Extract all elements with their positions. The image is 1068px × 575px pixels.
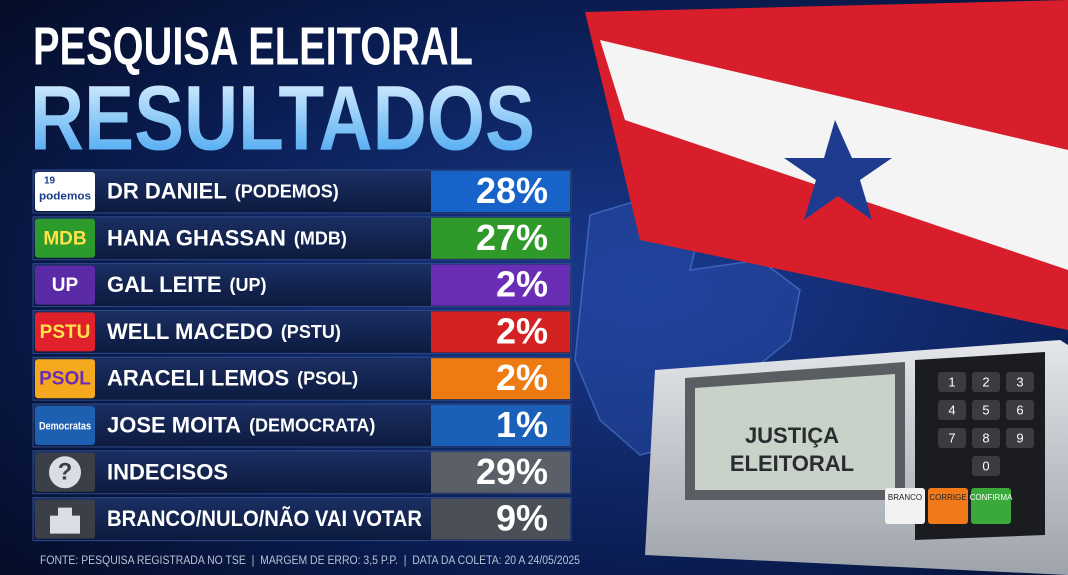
key-label: 8 [982, 430, 989, 445]
name: GAL LEITE [107, 272, 222, 297]
party: (DEMOCRATA) [249, 415, 375, 435]
name: HANA GHASSAN [107, 225, 286, 250]
candidate-name: INDECISOS [107, 459, 228, 484]
ballot-icon [50, 507, 80, 534]
screen-text: ELEITORAL [730, 451, 854, 476]
percent-box [431, 498, 570, 540]
percent-value: 27% [476, 217, 548, 258]
key [972, 400, 1000, 420]
percent-box [431, 358, 570, 400]
percent-box [431, 171, 570, 212]
ballot-box [645, 340, 1068, 575]
party: (PSOL) [297, 368, 358, 388]
key-label: 2 [982, 374, 989, 389]
name: ARACELI LEMOS [107, 366, 289, 391]
percent-box [431, 451, 570, 493]
party-logo [35, 359, 95, 399]
party: (MDB) [294, 228, 347, 248]
logo-text: ? [58, 459, 73, 486]
percent-value: 2% [496, 357, 548, 398]
vote-button [928, 488, 968, 524]
percent-value: 2% [496, 264, 548, 305]
candidate-name: HANA GHASSAN (MDB) [107, 225, 347, 250]
button-label: BRANCO [888, 493, 922, 502]
flag [585, 0, 1068, 330]
key-label: 0 [982, 458, 989, 473]
logo-text: Democratas [39, 420, 91, 432]
candidate-name: GAL LEITE (UP) [107, 272, 267, 297]
candidate-name: BRANCO/NULO/NÃO VAI VOTAR [107, 506, 422, 531]
percent-box [431, 311, 570, 353]
name: BRANCO/NULO/NÃO VAI VOTAR [107, 506, 422, 531]
vote-button [885, 488, 925, 524]
party-logo [35, 218, 95, 258]
key-label: 4 [948, 402, 955, 417]
key [972, 428, 1000, 448]
logo-text: MDB [43, 228, 86, 249]
key [1006, 400, 1034, 420]
percent-value: 2% [496, 310, 548, 351]
ballot-box-text: JUSTIÇA ELEITORAL 1 2 3 4 5 6 7 8 9 0 BRANCO CORRIGE C… [730, 372, 1034, 524]
party: (PODEMOS) [235, 181, 339, 201]
percent-value: 9% [496, 498, 548, 539]
key [938, 400, 966, 420]
percent-value: 29% [476, 451, 548, 492]
logo-text: PSTU [40, 322, 91, 343]
name: WELL MACEDO [107, 319, 273, 344]
party: (PSTU) [281, 322, 341, 342]
key-label: 3 [1016, 374, 1023, 389]
key [1006, 428, 1034, 448]
party-logo [35, 172, 95, 211]
logo-text: podemos [39, 190, 91, 202]
logo-text: PSOL [39, 369, 91, 390]
candidate-name: JOSE MOITA (DEMOCRATA) [107, 412, 375, 437]
key [1006, 372, 1034, 392]
button-label: CORRIGE [929, 493, 966, 502]
results-list: podemos 19 DR DANIEL (PODEMOS) 28% MDB HANA GH… [32, 169, 572, 542]
percent-box [431, 405, 570, 446]
percent-value: 28% [476, 170, 548, 211]
logo-number: 19 [44, 176, 56, 187]
key-label: 7 [948, 430, 955, 445]
percent-box [431, 264, 570, 306]
key-label: 9 [1016, 430, 1023, 445]
percent-value: 1% [496, 404, 548, 445]
vote-button [971, 488, 1011, 524]
key [938, 428, 966, 448]
button-label: CONFIRMA [970, 493, 1013, 502]
name: INDECISOS [107, 459, 228, 484]
key [938, 372, 966, 392]
key-label: 6 [1016, 402, 1023, 417]
key [972, 372, 1000, 392]
party-logo [35, 406, 95, 445]
name: JOSE MOITA [107, 412, 241, 437]
screen-text: JUSTIÇA [745, 423, 839, 448]
key [972, 456, 1000, 476]
party-logo [35, 265, 95, 305]
candidate-name: ARACELI LEMOS (PSOL) [107, 366, 358, 391]
title: PESQUISA ELEITORAL [33, 16, 473, 76]
key-label: 5 [982, 402, 989, 417]
party-logo [35, 312, 95, 352]
footer: FONTE: PESQUISA REGISTRADA NO TSE | MARG… [40, 555, 580, 567]
candidate-name: DR DANIEL (PODEMOS) [107, 178, 339, 203]
logo-text: UP [52, 275, 79, 296]
party: (UP) [230, 275, 267, 295]
logo-circle [49, 456, 81, 489]
key-label: 1 [948, 374, 955, 389]
candidate-name: WELL MACEDO (PSTU) [107, 319, 341, 344]
subtitle: RESULTADOS [30, 67, 535, 169]
name: DR DANIEL [107, 178, 227, 203]
percent-box [431, 217, 570, 259]
